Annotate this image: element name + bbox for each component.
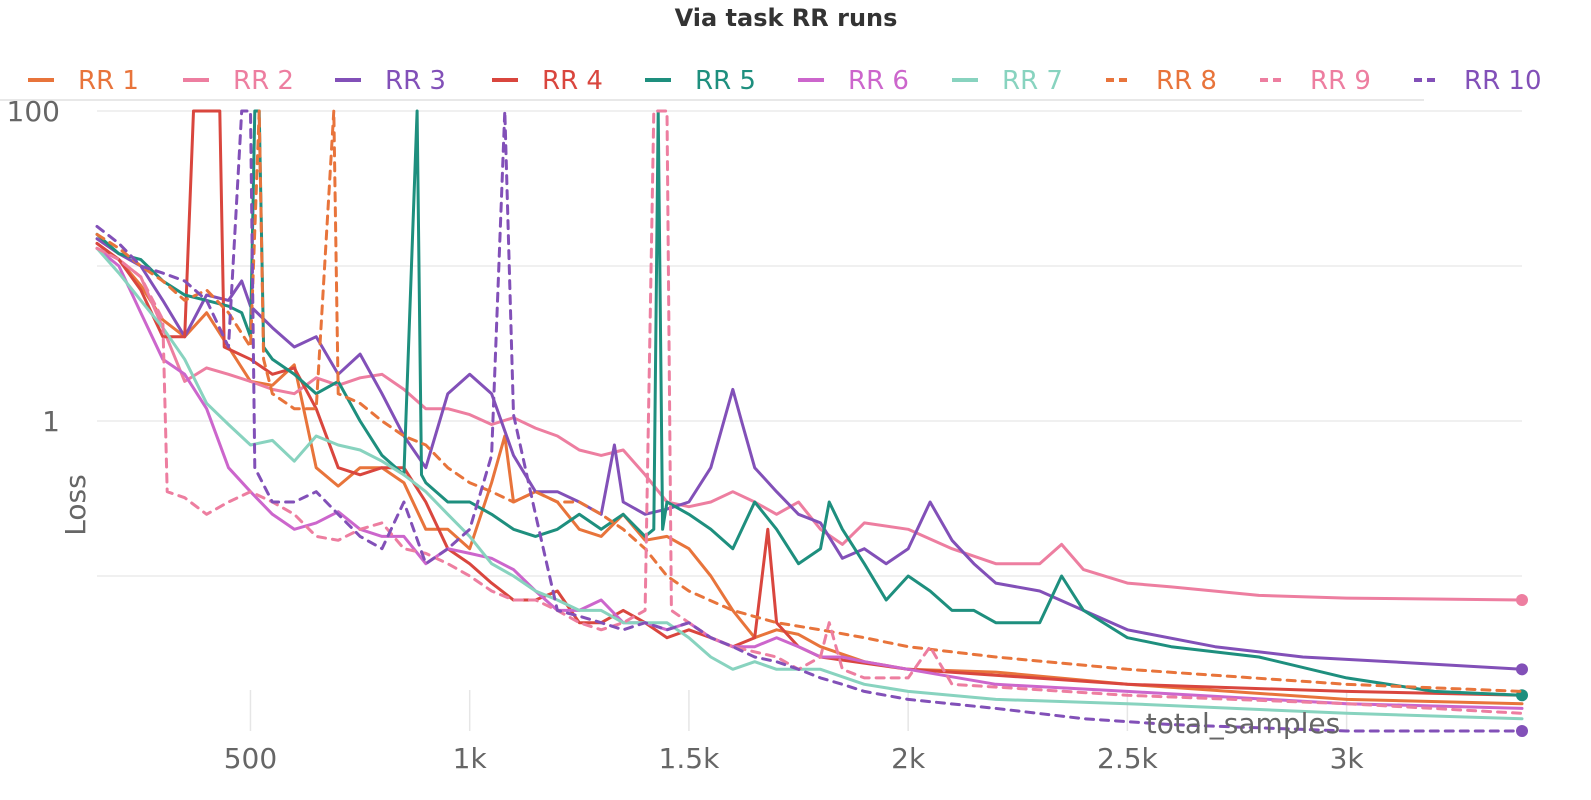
legend-item-rr-1[interactable]: RR 1	[28, 66, 139, 96]
legend-label: RR 1	[78, 66, 139, 96]
series-line-7[interactable]	[95, 246, 1524, 721]
y-axis-label: Loss	[59, 474, 92, 535]
chart-legend[interactable]: RR 1 RR 2 RR 3 RR 4 RR 5 RR 6 RR 7 RR 8 RR 9 RR 1…	[0, 66, 1541, 101]
legend-item-rr-9[interactable]: RR 9	[1260, 66, 1371, 96]
legend-label: RR 8	[1156, 66, 1217, 96]
legend-label: RR 4	[542, 66, 603, 96]
y-tick-label: 1	[42, 405, 60, 438]
legend-label: RR 7	[1002, 66, 1063, 96]
x-tick-label: 2k	[891, 742, 926, 775]
legend-label: RR 10	[1464, 66, 1541, 96]
series-end-marker-3	[1516, 663, 1528, 676]
y-axis-ticks: 100 1	[7, 95, 60, 438]
legend-item-rr-2[interactable]: RR 2	[183, 66, 294, 96]
legend-label: RR 2	[233, 66, 294, 96]
legend-item-rr-6[interactable]: RR 6	[798, 66, 909, 96]
legend-item-rr-4[interactable]: RR 4	[492, 66, 603, 96]
x-axis-label: total_samples	[1146, 707, 1340, 740]
x-tick-label: 1k	[453, 742, 488, 775]
series-line-2[interactable]	[95, 246, 1524, 602]
y-tick-label: 100	[7, 95, 60, 128]
legend-item-rr-3[interactable]: RR 3	[335, 66, 446, 96]
x-tick-label: 500	[224, 742, 277, 775]
series-line-5[interactable]	[95, 109, 1524, 697]
legend-label: RR 5	[695, 66, 756, 96]
series-line-9[interactable]	[95, 109, 1524, 715]
legend-item-rr-10[interactable]: RR 10	[1414, 66, 1541, 96]
x-tick-label: 3k	[1330, 742, 1365, 775]
legend-item-rr-7[interactable]: RR 7	[952, 66, 1063, 96]
legend-label: RR 3	[385, 66, 446, 96]
series-line-10[interactable]	[95, 109, 1524, 733]
x-tick-label: 2.5k	[1097, 742, 1159, 775]
series-line-3[interactable]	[95, 237, 1524, 671]
series-lines	[95, 109, 1528, 737]
series-line-4[interactable]	[95, 109, 1524, 697]
legend-item-rr-5[interactable]: RR 5	[645, 66, 756, 96]
x-tick-label: 1.5k	[659, 742, 721, 775]
legend-item-rr-8[interactable]: RR 8	[1106, 66, 1217, 96]
legend-label: RR 9	[1310, 66, 1371, 96]
series-line-8[interactable]	[95, 109, 1524, 693]
grid-lines	[97, 110, 1522, 731]
legend-label: RR 6	[848, 66, 909, 96]
x-axis-ticks: 500 1k 1.5k 2k 2.5k 3k	[224, 742, 1365, 775]
series-line-1[interactable]	[95, 241, 1524, 706]
chart-title: Via task RR runs	[675, 4, 898, 32]
series-end-marker-2	[1516, 594, 1528, 607]
series-end-marker-10	[1516, 725, 1528, 737]
